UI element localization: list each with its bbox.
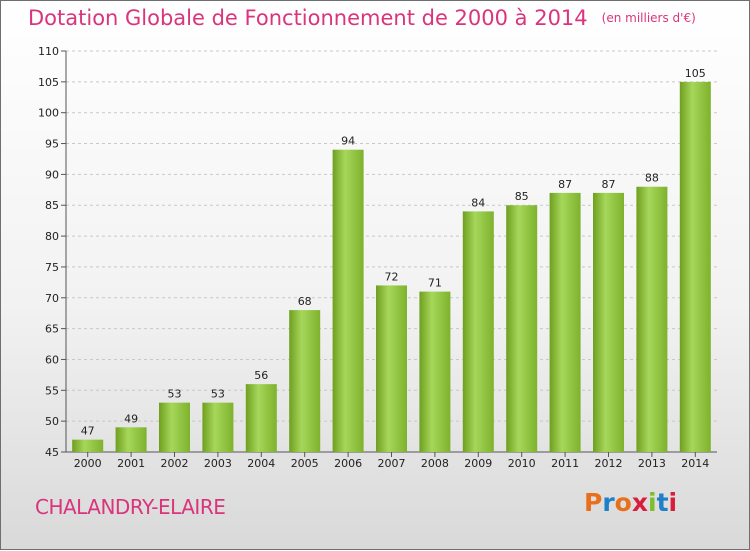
x-tick-label: 2001 bbox=[117, 457, 145, 470]
x-tick-label: 2003 bbox=[204, 457, 232, 470]
data-label-2006: 94 bbox=[341, 135, 355, 148]
data-label-2013: 88 bbox=[645, 172, 659, 185]
bar-2012 bbox=[593, 192, 624, 452]
y-tick-label: 60 bbox=[45, 353, 59, 366]
data-label-2009: 84 bbox=[471, 196, 485, 209]
y-tick-label: 65 bbox=[45, 323, 59, 336]
chart-unit: (en milliers d'€) bbox=[601, 11, 696, 25]
bar-2013 bbox=[636, 186, 668, 452]
x-tick-label: 2012 bbox=[595, 457, 623, 470]
y-tick-label: 105 bbox=[38, 76, 59, 89]
logo-letter: x bbox=[631, 488, 648, 517]
x-tick-label: 2010 bbox=[508, 457, 536, 470]
bar-2003 bbox=[202, 402, 234, 452]
bar-2006 bbox=[332, 149, 364, 452]
x-tick-label: 2002 bbox=[161, 457, 189, 470]
bar-2011 bbox=[549, 192, 581, 452]
bar-2009 bbox=[462, 211, 494, 452]
logo-letter: i bbox=[668, 488, 678, 517]
bars bbox=[72, 81, 711, 452]
bar-2008 bbox=[419, 291, 451, 452]
y-tick-label: 70 bbox=[45, 292, 59, 305]
data-label-2003: 53 bbox=[211, 388, 225, 401]
x-tick-label: 2007 bbox=[378, 457, 406, 470]
x-tick-label: 2013 bbox=[638, 457, 666, 470]
y-tick-label: 45 bbox=[45, 446, 59, 459]
bar-2014 bbox=[679, 81, 711, 452]
chart-title: Dotation Globale de Fonctionnement de 20… bbox=[28, 6, 696, 30]
y-tick-label: 95 bbox=[45, 138, 59, 151]
data-label-2008: 71 bbox=[428, 277, 442, 290]
bar-2000 bbox=[72, 439, 104, 452]
data-labels: 47 49 53 53 56 68 94 72 71 84 85 87 87 88 105 bbox=[81, 67, 706, 438]
y-tick-label: 85 bbox=[45, 199, 59, 212]
data-label-2010: 85 bbox=[515, 190, 529, 203]
y-tick-label: 50 bbox=[45, 415, 59, 428]
logo-letter: t bbox=[656, 488, 669, 517]
data-label-2005: 68 bbox=[298, 295, 312, 308]
logo-letter: i bbox=[648, 488, 657, 517]
logo-letter: P bbox=[584, 488, 603, 517]
bar-2001 bbox=[115, 427, 147, 452]
data-label-2011: 87 bbox=[558, 178, 572, 191]
x-tick-label: 2011 bbox=[551, 457, 579, 470]
x-tick-label: 2000 bbox=[74, 457, 102, 470]
y-tick-label: 75 bbox=[45, 261, 59, 274]
commune-name: CHALANDRY-ELAIRE bbox=[35, 495, 226, 519]
data-label-2014: 105 bbox=[685, 67, 706, 80]
x-tick-label: 2004 bbox=[247, 457, 275, 470]
logo-letter: r bbox=[602, 488, 615, 517]
bar-2005 bbox=[289, 310, 321, 452]
y-tick-label: 80 bbox=[45, 230, 59, 243]
data-label-2002: 53 bbox=[168, 388, 182, 401]
bar-2004 bbox=[245, 384, 277, 452]
data-label-2012: 87 bbox=[602, 178, 616, 191]
bar-2007 bbox=[376, 285, 407, 452]
x-tick-label: 2005 bbox=[291, 457, 319, 470]
data-label-2001: 49 bbox=[124, 412, 138, 425]
x-tick-label: 2006 bbox=[334, 457, 362, 470]
x-tick-label: 2008 bbox=[421, 457, 449, 470]
chart-title-text: Dotation Globale de Fonctionnement de 20… bbox=[28, 6, 588, 30]
x-tick-label: 2014 bbox=[681, 457, 709, 470]
proxiti-logo[interactable]: Proxiti bbox=[584, 488, 677, 517]
y-tick-label: 100 bbox=[38, 107, 59, 120]
bar-2010 bbox=[506, 205, 538, 452]
y-tick-label: 110 bbox=[38, 45, 59, 58]
y-tick-label: 90 bbox=[45, 168, 59, 181]
x-tick-label: 2009 bbox=[464, 457, 492, 470]
bar-2002 bbox=[159, 402, 190, 452]
y-tick-label: 55 bbox=[45, 384, 59, 397]
logo-letter: o bbox=[614, 488, 632, 517]
data-label-2004: 56 bbox=[254, 369, 268, 382]
data-label-2000: 47 bbox=[81, 425, 95, 438]
axes: 45 50 55 60 65 70 75 80 85 90 95 100 105 110 2000 2001 2… bbox=[38, 45, 717, 470]
data-label-2007: 72 bbox=[385, 270, 399, 283]
